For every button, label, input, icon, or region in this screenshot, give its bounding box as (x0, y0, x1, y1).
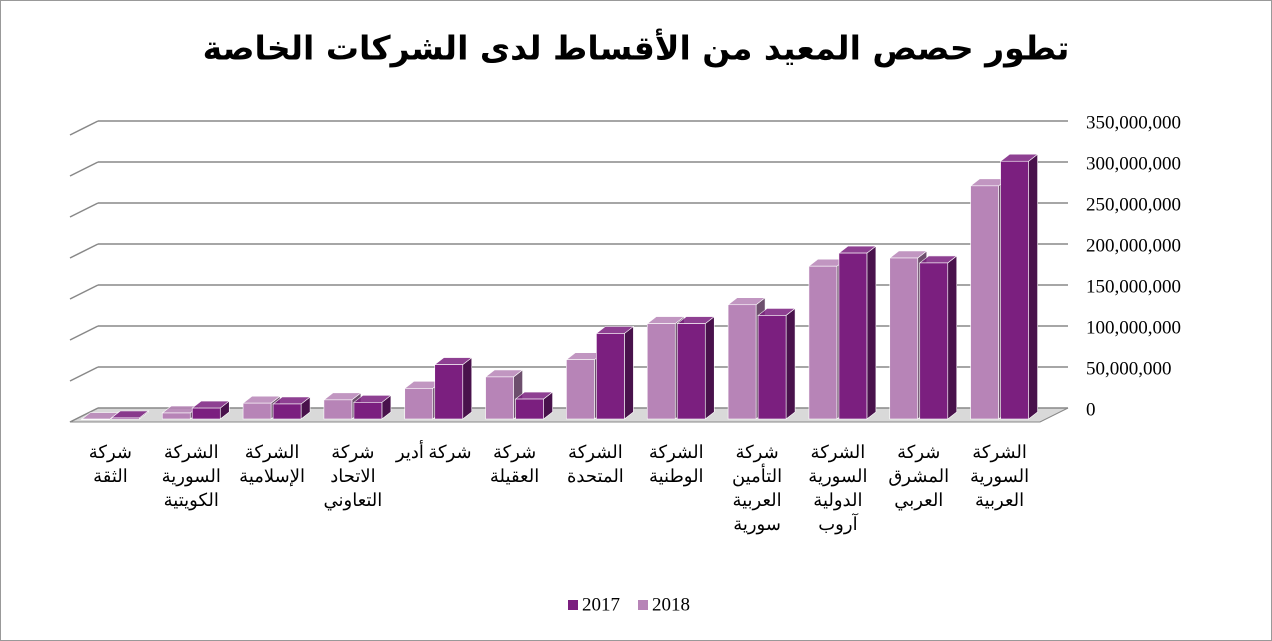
y-tick-label: 250,000,000 (1086, 194, 1181, 215)
y-tick-label: 300,000,000 (1086, 153, 1181, 174)
bar (1000, 160, 1029, 420)
grid-line-side (69, 325, 99, 341)
bar (970, 185, 999, 420)
bar-side (785, 307, 796, 420)
y-tick-label: 0 (1086, 399, 1096, 420)
x-tick-label: شركة أدير (395, 442, 472, 462)
bar (242, 402, 272, 420)
bar (596, 333, 625, 420)
grid-line-side (69, 284, 99, 300)
y-tick-label: 200,000,000 (1086, 235, 1181, 256)
bar (808, 265, 838, 420)
bar-side (1028, 153, 1038, 420)
bar (566, 359, 595, 420)
x-tick-label: الشركة المتحدة (566, 442, 624, 486)
x-tick-label: شركة الثقة (88, 442, 133, 486)
y-tick-label: 350,000,000 (1086, 112, 1181, 133)
bar (272, 403, 302, 420)
y-tick-label: 150,000,000 (1086, 276, 1181, 297)
x-tick-label: شركة المشرق العربي (888, 442, 950, 510)
bar (81, 418, 110, 420)
bar (646, 323, 676, 420)
x-tick-label: الشركة الوطنية (648, 442, 704, 486)
grid-line-side (69, 161, 99, 177)
x-tick-label: الشركة الإسلامية (239, 442, 305, 486)
bar (889, 257, 919, 420)
bar (757, 315, 787, 420)
bar (838, 252, 868, 420)
legend-swatch (568, 600, 578, 610)
grid-line-side (69, 366, 99, 382)
bar (676, 323, 706, 420)
bar (727, 304, 757, 420)
chart-title: تطور حصص المعيد من الأقساط لدى الشركات ا… (203, 28, 1070, 69)
bar (353, 402, 383, 420)
y-tick-label: 100,000,000 (1086, 317, 1181, 338)
bar (515, 398, 544, 420)
bar-side (947, 255, 958, 420)
x-tick-label: شركة العقيلة (489, 442, 540, 486)
grid-line-side (69, 243, 99, 259)
x-tick-label: شركة التأمين العربية سورية (731, 442, 783, 534)
bar (919, 262, 949, 420)
bar (485, 376, 514, 420)
bar (191, 407, 221, 420)
x-tick-label: شركة الاتحاد التعاوني (323, 442, 383, 510)
legend-label: 2017 (582, 594, 620, 615)
y-tick-label: 50,000,000 (1086, 358, 1172, 379)
bar (434, 364, 464, 420)
legend-swatch (638, 600, 648, 610)
bar (111, 417, 140, 420)
grid-line-side (69, 407, 99, 423)
x-tick-label: الشركة السورية الكويتية (161, 442, 221, 510)
bar (323, 399, 353, 420)
x-tick-label: الشركة السورية الدولية آروب (808, 442, 868, 534)
legend-label: 2018 (652, 594, 690, 615)
grid-line-side (69, 202, 99, 218)
bar-side (704, 315, 715, 420)
bar (161, 412, 191, 420)
x-tick-label: الشركة السورية العربية (969, 442, 1030, 510)
bar (404, 388, 434, 420)
bar-side (462, 356, 473, 420)
grid-line-side (69, 120, 99, 136)
bar-side (624, 325, 634, 420)
bar-side (866, 245, 877, 420)
